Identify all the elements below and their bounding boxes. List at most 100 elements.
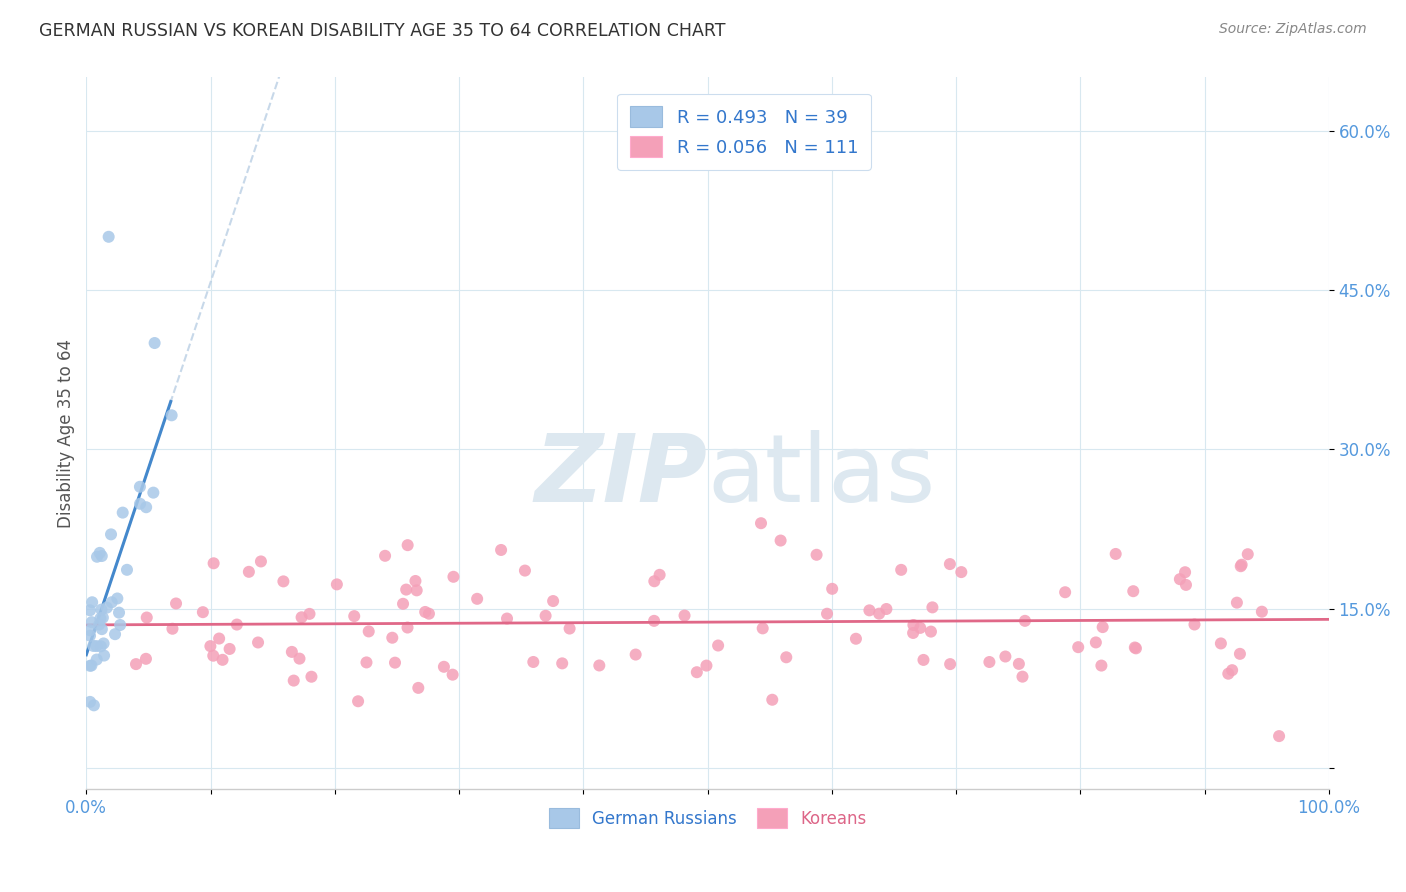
Point xyxy=(326,577,349,591)
Point xyxy=(858,603,880,617)
Point xyxy=(86,639,108,653)
Point xyxy=(1123,640,1146,655)
Point xyxy=(191,605,214,619)
Point xyxy=(90,549,112,563)
Point xyxy=(1008,657,1031,671)
Point xyxy=(939,657,962,672)
Point xyxy=(558,622,581,636)
Point xyxy=(920,624,942,639)
Point xyxy=(775,650,797,665)
Point xyxy=(135,652,157,666)
Point xyxy=(875,602,897,616)
Point xyxy=(868,607,890,621)
Point xyxy=(1226,596,1249,610)
Point xyxy=(751,621,773,635)
Point xyxy=(86,549,108,564)
Point xyxy=(1184,617,1206,632)
Point xyxy=(418,607,440,621)
Point xyxy=(125,657,148,672)
Point xyxy=(396,538,419,552)
Point xyxy=(291,610,314,624)
Point xyxy=(845,632,868,646)
Point xyxy=(1250,605,1272,619)
Point xyxy=(381,631,404,645)
Point xyxy=(347,694,370,708)
Point xyxy=(1236,547,1258,561)
Point xyxy=(979,655,1001,669)
Point xyxy=(90,640,112,654)
Point xyxy=(384,656,406,670)
Point xyxy=(83,698,105,713)
Point xyxy=(541,594,564,608)
Point xyxy=(202,556,225,570)
Point xyxy=(695,658,717,673)
Point xyxy=(135,610,157,624)
Point xyxy=(1218,666,1240,681)
Point xyxy=(939,557,962,571)
Point xyxy=(912,653,935,667)
Point xyxy=(288,651,311,665)
Point xyxy=(90,622,112,636)
Point xyxy=(513,564,536,578)
Point xyxy=(208,632,231,646)
Point xyxy=(96,600,118,615)
Point xyxy=(643,614,665,628)
Point xyxy=(80,615,103,630)
Point xyxy=(1084,635,1107,649)
Point xyxy=(202,648,225,663)
Point xyxy=(374,549,396,563)
Point xyxy=(104,627,127,641)
Point xyxy=(901,626,924,640)
Point xyxy=(1174,566,1197,580)
Point xyxy=(443,570,465,584)
Point xyxy=(90,602,112,616)
Point xyxy=(404,574,426,588)
Point xyxy=(921,600,943,615)
Point xyxy=(624,648,647,662)
Point xyxy=(643,574,665,589)
Point xyxy=(815,607,838,621)
Point xyxy=(343,609,366,624)
Point xyxy=(903,618,925,632)
Point xyxy=(1125,641,1147,656)
Point xyxy=(79,658,101,673)
Point xyxy=(162,622,184,636)
Point xyxy=(749,516,772,531)
Point xyxy=(160,409,183,423)
Point xyxy=(1230,558,1253,572)
Point xyxy=(433,660,456,674)
Point xyxy=(301,670,323,684)
Point xyxy=(105,591,128,606)
Point xyxy=(1054,585,1077,599)
Point xyxy=(129,497,152,511)
Point xyxy=(91,610,114,624)
Point xyxy=(211,653,233,667)
Point xyxy=(1229,647,1251,661)
Point xyxy=(356,656,378,670)
Point xyxy=(994,649,1017,664)
Point xyxy=(769,533,792,548)
Point xyxy=(405,583,427,598)
Point xyxy=(910,621,932,635)
Point xyxy=(1091,620,1114,634)
Point xyxy=(441,667,464,681)
Point xyxy=(357,624,380,639)
Point xyxy=(82,595,104,609)
Point xyxy=(238,565,260,579)
Point xyxy=(111,506,134,520)
Point xyxy=(1168,572,1191,586)
Legend: German Russians, Koreans: German Russians, Koreans xyxy=(543,802,873,834)
Point xyxy=(97,229,120,244)
Point xyxy=(250,554,273,568)
Point xyxy=(408,681,430,695)
Text: atlas: atlas xyxy=(707,430,936,522)
Point xyxy=(218,642,240,657)
Point xyxy=(273,574,295,589)
Point xyxy=(1014,614,1036,628)
Point xyxy=(135,500,157,515)
Y-axis label: Disability Age 35 to 64: Disability Age 35 to 64 xyxy=(58,339,75,528)
Point xyxy=(89,546,111,560)
Point xyxy=(395,582,418,597)
Point xyxy=(890,563,912,577)
Point xyxy=(89,617,111,632)
